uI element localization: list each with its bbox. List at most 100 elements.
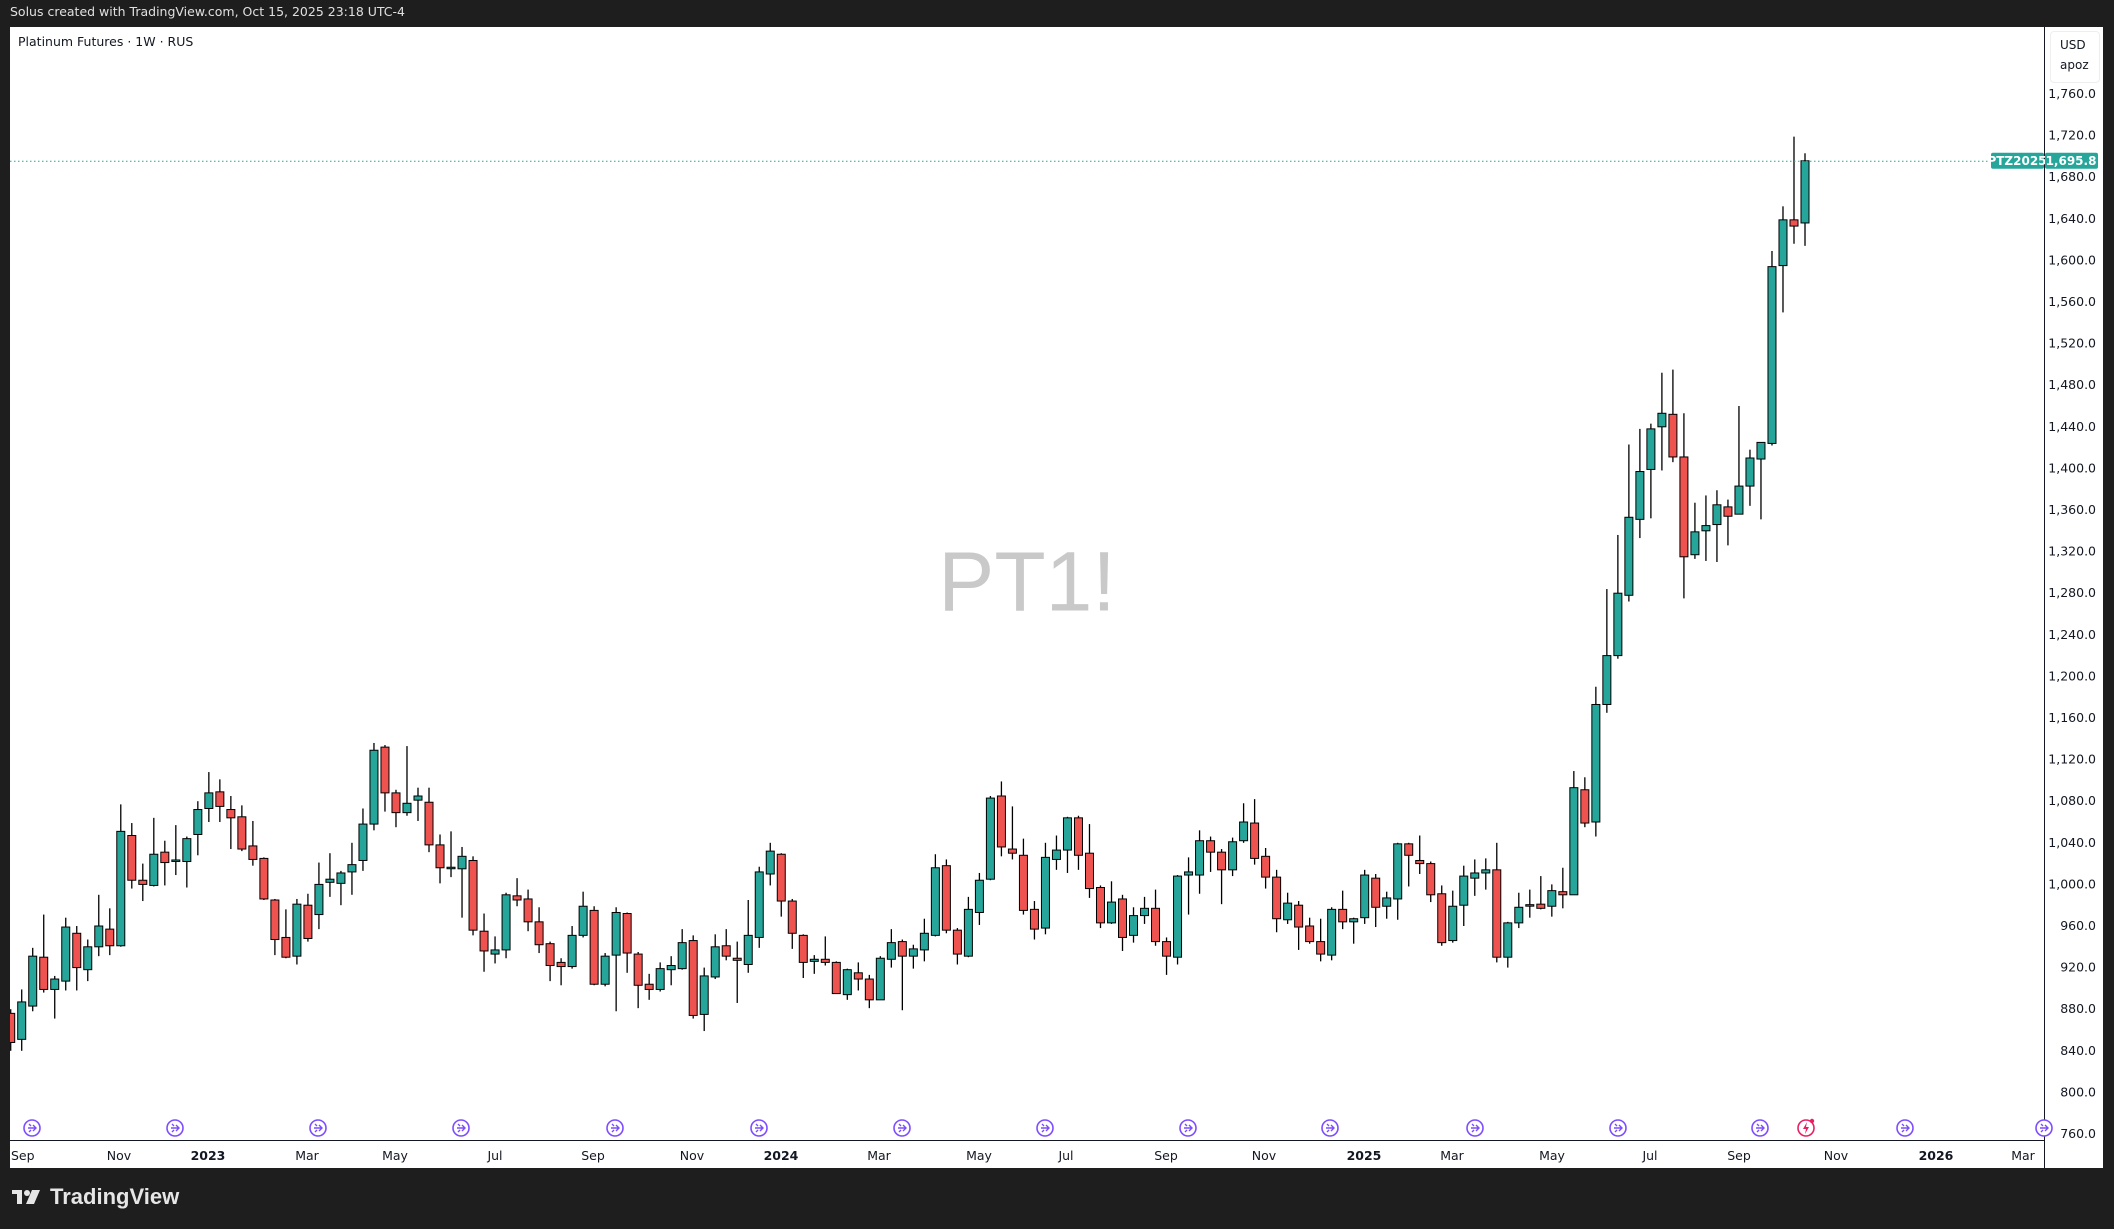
candle [908,944,918,969]
symbol-legend[interactable]: Platinum Futures · 1W · RUS [18,34,194,49]
price-axis[interactable]: 760.0 800.0 840.0 880.0 920.0 960.0 1,000.0 1,0… [2048,86,2096,1141]
candle [842,968,852,1000]
candle-body-up [1283,902,1293,921]
candle [1745,449,1755,506]
contract-roll-icon[interactable] [1609,1119,1627,1137]
price-tick-label: 1,720.0 [2048,128,2096,143]
contract-roll-icon[interactable] [893,1119,911,1137]
candle-body-down [215,791,225,807]
candle-body-up [457,855,467,870]
contract-roll-icon[interactable] [166,1119,184,1137]
contract-roll-icon[interactable] [750,1119,768,1137]
candle [1327,907,1337,961]
candle [380,745,390,812]
price-tick-label: 1,080.0 [2048,793,2096,808]
candle-body-up [193,809,203,835]
candle-body-up [1800,160,1810,224]
candle [677,929,687,970]
candle-body-down [1151,907,1161,943]
candle [171,825,181,876]
candle [1525,889,1535,918]
candle [996,781,1006,857]
candle-body-up [919,932,929,951]
candle-body-up [1382,897,1392,907]
candle-body-down [787,900,797,934]
candle [1734,406,1744,515]
candle-body-up [611,911,621,956]
candle [1767,251,1777,446]
candle-body-down [1580,789,1590,824]
candle-body-up [600,955,610,985]
contract-badge [1991,152,2044,169]
candle-body-up [710,946,720,978]
candle-body-down [1426,863,1436,896]
candle-body-up [171,859,181,862]
candle [39,914,49,993]
candle-body-up [61,926,71,982]
candle-body-down [226,809,236,819]
candle [567,926,577,969]
candle [358,808,368,871]
candle [798,934,808,978]
earnings-alert-icon[interactable] [1797,1118,1815,1137]
time-tick-label: Nov [1252,1148,1277,1163]
candle [765,842,775,886]
candle-body-up [314,883,324,916]
contract-roll-icon[interactable] [606,1119,624,1137]
candle [523,889,533,932]
candle [292,898,302,965]
candle-body-down [259,857,269,900]
candle [1294,901,1304,950]
candle-body-down [941,865,951,931]
candle-body-up [655,968,665,990]
candle-body-down [1162,941,1172,957]
contract-roll-icon[interactable] [1466,1119,1484,1137]
candle [633,952,643,1009]
time-tick-label: Sep [1727,1148,1751,1163]
candle-body-down [776,853,786,902]
contract-roll-icon[interactable] [1321,1119,1339,1137]
contract-roll-icon[interactable] [452,1119,470,1137]
contract-roll-icon[interactable] [23,1119,41,1137]
contract-roll-icon[interactable] [1179,1119,1197,1137]
candle-body-down [1558,891,1568,896]
candle-body-down [468,859,478,931]
candle-body-up [1690,531,1700,556]
candle-body-down [1294,904,1304,928]
contract-roll-icon[interactable] [1751,1119,1769,1137]
candle [347,842,357,895]
candle-body-up [1624,516,1634,596]
candle-body-down [1206,840,1216,853]
candle [1184,857,1194,915]
candle [1778,206,1788,313]
candle [930,854,940,937]
candle [1217,849,1227,905]
candle-body-up [413,795,423,801]
candle-body-down [127,835,137,881]
candle-body-down [732,957,742,961]
contract-roll-icon[interactable] [2035,1119,2053,1137]
time-tick-label: Jul [1641,1148,1657,1163]
candle [204,772,214,822]
candle-body-up [1745,457,1755,487]
candle [512,878,522,907]
candle [688,935,698,1019]
contract-roll-icon[interactable] [1896,1119,1914,1137]
contract-roll-icon[interactable] [1036,1119,1054,1137]
currency-unit-selector[interactable]: USD apoz [2050,31,2100,83]
candle-body-down [1084,852,1094,890]
time-axis[interactable]: Sep Nov 2023 Mar May Jul Sep Nov 2024 Mar May Jul Se… [11,1148,2036,1163]
candle-body-down [237,816,247,850]
candle-body-down [1679,456,1689,558]
contract-roll-icon[interactable] [309,1119,327,1137]
candle [611,907,621,1012]
candle-body-down [853,972,863,980]
candle-body-up [754,871,764,938]
tradingview-logo[interactable]: TradingView [12,1184,179,1210]
chart-pane[interactable] [10,27,2103,1168]
candle-body-up [1184,871,1194,876]
candle [1481,858,1491,890]
candle [1514,892,1524,929]
candle [963,896,973,958]
candle [787,898,797,949]
